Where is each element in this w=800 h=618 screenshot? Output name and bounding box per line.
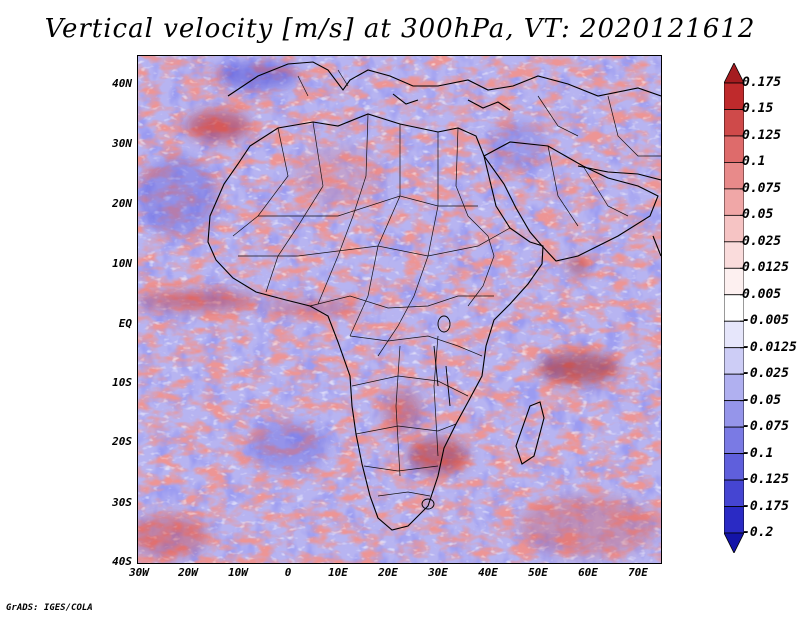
lat-label-40n: 40N xyxy=(112,77,132,90)
colorbar-label: 0.125 xyxy=(742,127,782,143)
colorbar-label: 0.0125 xyxy=(742,260,789,276)
lon-label-20e: 20E xyxy=(378,566,398,579)
lon-label-10e: 10E xyxy=(328,566,348,579)
lat-label-20n: 20N xyxy=(112,197,132,210)
colorbar-boxes xyxy=(724,63,744,553)
lat-label-10n: 10N xyxy=(112,257,132,270)
lon-label-0: 0 xyxy=(284,566,292,579)
colorbar-box xyxy=(724,162,744,190)
lat-label-30n: 30N xyxy=(112,137,132,150)
coastlines xyxy=(207,61,661,531)
chart-title: Vertical velocity [m/s] at 300hPa, VT: 2… xyxy=(44,14,756,44)
colorbar-box xyxy=(724,479,744,507)
country-borders xyxy=(232,69,661,497)
colorbar-label: 0.1 xyxy=(742,154,766,170)
colorbar-box xyxy=(724,426,744,454)
lon-label-40e: 40E xyxy=(478,566,498,579)
colorbar-label: -0.1 xyxy=(742,445,774,461)
lon-label-30w: 30W xyxy=(129,566,149,579)
colorbar-box xyxy=(724,453,744,481)
colorbar-label: 0.15 xyxy=(742,101,774,117)
colorbar-box xyxy=(724,347,744,375)
lat-label-40s: 40S xyxy=(112,555,132,568)
lon-label-60e: 60E xyxy=(578,566,598,579)
lat-label-20s: 20S xyxy=(112,435,132,448)
colorbar-label: 0.175 xyxy=(742,75,782,90)
lat-label-10s: 10S xyxy=(112,376,132,389)
colorbar-box xyxy=(724,267,744,296)
colorbar-box xyxy=(724,506,744,534)
colorbar-label: -0.025 xyxy=(742,366,789,382)
colorbar-box xyxy=(724,135,744,163)
colorbar xyxy=(724,63,744,553)
colorbar-box xyxy=(724,63,744,84)
colorbar-box xyxy=(724,241,744,269)
colorbar-label: 0.05 xyxy=(742,207,774,223)
colorbar-label: 0.075 xyxy=(742,180,782,196)
colorbar-label: -0.005 xyxy=(742,313,789,329)
lat-label-eq: EQ xyxy=(118,317,132,330)
colorbar-box xyxy=(724,400,744,428)
colorbar-label: -0.175 xyxy=(742,498,789,514)
lon-label-50e: 50E xyxy=(528,566,548,579)
colorbar-label: -0.2 xyxy=(742,525,774,540)
colorbar-box xyxy=(724,82,744,110)
colorbar-label: -0.0125 xyxy=(742,339,797,355)
velocity-field-map xyxy=(138,56,661,563)
lon-label-30e: 30E xyxy=(428,566,448,579)
lon-label-20w: 20W xyxy=(178,566,198,579)
colorbar-box xyxy=(724,373,744,402)
colorbar-box xyxy=(724,320,744,349)
colorbar-label: 0.025 xyxy=(742,233,782,249)
colorbar-label: -0.075 xyxy=(742,419,789,435)
colorbar-box xyxy=(724,214,744,243)
colorbar-label: -0.125 xyxy=(742,472,789,488)
colorbar-box xyxy=(724,109,744,137)
colorbar-label: -0.05 xyxy=(742,392,782,408)
lon-label-10w: 10W xyxy=(228,566,248,579)
colorbar-label: 0.005 xyxy=(742,286,782,302)
grads-credit: GrADS: IGES/COLA xyxy=(6,603,93,613)
colorbar-box xyxy=(724,532,744,553)
lat-label-30s: 30S xyxy=(112,496,132,509)
colorbar-box xyxy=(724,188,744,216)
map-panel xyxy=(137,55,662,564)
lon-label-70e: 70E xyxy=(628,566,648,579)
colorbar-box xyxy=(724,294,744,322)
